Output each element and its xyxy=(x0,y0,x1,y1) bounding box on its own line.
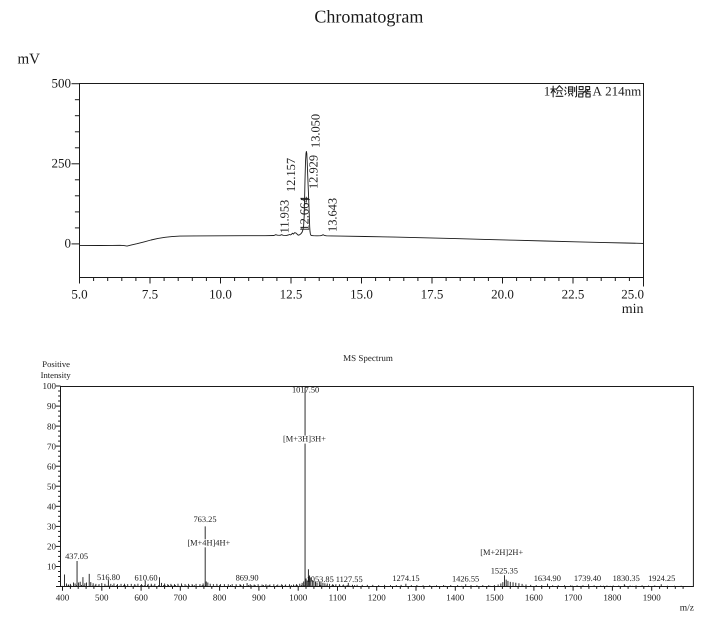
svg-text:MS Spectrum: MS Spectrum xyxy=(343,353,393,363)
svg-text:13.050: 13.050 xyxy=(309,114,323,148)
svg-text:12.157: 12.157 xyxy=(284,158,298,192)
svg-text:1000: 1000 xyxy=(289,593,308,603)
svg-text:m/z: m/z xyxy=(680,604,694,614)
svg-text:900: 900 xyxy=(252,593,266,603)
svg-text:Intensity: Intensity xyxy=(41,370,72,380)
svg-text:0: 0 xyxy=(65,235,72,250)
svg-text:1900: 1900 xyxy=(643,593,662,603)
svg-text:12.664: 12.664 xyxy=(297,197,311,231)
svg-text:1274.15: 1274.15 xyxy=(392,574,419,583)
svg-text:1100: 1100 xyxy=(329,593,347,603)
svg-text:11.953: 11.953 xyxy=(277,200,291,234)
svg-text:50: 50 xyxy=(47,481,57,491)
svg-text:10: 10 xyxy=(47,562,57,572)
svg-text:1525.35: 1525.35 xyxy=(491,566,518,575)
svg-text:20.0: 20.0 xyxy=(491,287,514,302)
svg-text:A 214nm: A 214nm xyxy=(593,84,642,99)
svg-text:1600: 1600 xyxy=(525,593,544,603)
svg-text:80: 80 xyxy=(47,421,57,431)
svg-text:1830.35: 1830.35 xyxy=(613,574,640,583)
svg-text:13.643: 13.643 xyxy=(326,198,340,232)
svg-text:800: 800 xyxy=(213,593,227,603)
svg-text:mV: mV xyxy=(18,52,41,68)
svg-text:1127.55: 1127.55 xyxy=(336,575,363,584)
svg-text:437.05: 437.05 xyxy=(65,552,88,561)
svg-text:1700: 1700 xyxy=(564,593,583,603)
svg-text:700: 700 xyxy=(174,593,188,603)
svg-text:1924.25: 1924.25 xyxy=(648,574,675,583)
svg-text:7.5: 7.5 xyxy=(142,287,158,302)
svg-text:90: 90 xyxy=(47,401,57,411)
svg-text:1426.55: 1426.55 xyxy=(452,575,479,584)
svg-text:70: 70 xyxy=(47,441,57,451)
svg-text:1739.40: 1739.40 xyxy=(574,574,601,583)
svg-text:1017.50: 1017.50 xyxy=(292,386,319,395)
svg-text:869.90: 869.90 xyxy=(236,573,259,582)
svg-text:[M+4H]4H+: [M+4H]4H+ xyxy=(187,538,230,547)
svg-text:1300: 1300 xyxy=(407,593,426,603)
svg-text:10.0: 10.0 xyxy=(209,287,232,302)
svg-text:1200: 1200 xyxy=(368,593,387,603)
svg-text:400: 400 xyxy=(56,593,70,603)
svg-text:12.5: 12.5 xyxy=(280,287,303,302)
svg-text:12.929: 12.929 xyxy=(307,155,321,189)
svg-text:25.0: 25.0 xyxy=(621,287,644,302)
svg-text:250: 250 xyxy=(52,156,72,171)
svg-text:min: min xyxy=(622,302,644,317)
svg-text:1400: 1400 xyxy=(446,593,465,603)
svg-text:15.0: 15.0 xyxy=(350,287,373,302)
svg-text:1800: 1800 xyxy=(603,593,622,603)
svg-text:17.5: 17.5 xyxy=(421,287,444,302)
svg-text:500: 500 xyxy=(52,75,72,90)
svg-text:1: 1 xyxy=(544,84,551,99)
svg-text:5.0: 5.0 xyxy=(71,287,87,302)
svg-text:763.25: 763.25 xyxy=(193,515,216,524)
svg-text:610.60: 610.60 xyxy=(134,573,157,582)
svg-text:1634.90: 1634.90 xyxy=(534,574,561,583)
svg-text:100: 100 xyxy=(43,381,57,391)
svg-text:1053.85: 1053.85 xyxy=(307,575,334,584)
svg-text:Chromatogram: Chromatogram xyxy=(314,7,423,27)
svg-text:40: 40 xyxy=(47,502,57,512)
svg-text:1500: 1500 xyxy=(486,593,505,603)
svg-text:500: 500 xyxy=(95,593,109,603)
svg-text:20: 20 xyxy=(47,542,57,552)
svg-text:22.5: 22.5 xyxy=(562,287,585,302)
svg-text:600: 600 xyxy=(134,593,148,603)
svg-text:Positive: Positive xyxy=(42,359,70,369)
svg-text:[M+2H]2H+: [M+2H]2H+ xyxy=(480,548,523,557)
svg-text:516.80: 516.80 xyxy=(97,573,120,582)
svg-text:30: 30 xyxy=(47,522,57,532)
svg-text:60: 60 xyxy=(47,461,57,471)
svg-text:[M+3H]3H+: [M+3H]3H+ xyxy=(283,435,326,444)
